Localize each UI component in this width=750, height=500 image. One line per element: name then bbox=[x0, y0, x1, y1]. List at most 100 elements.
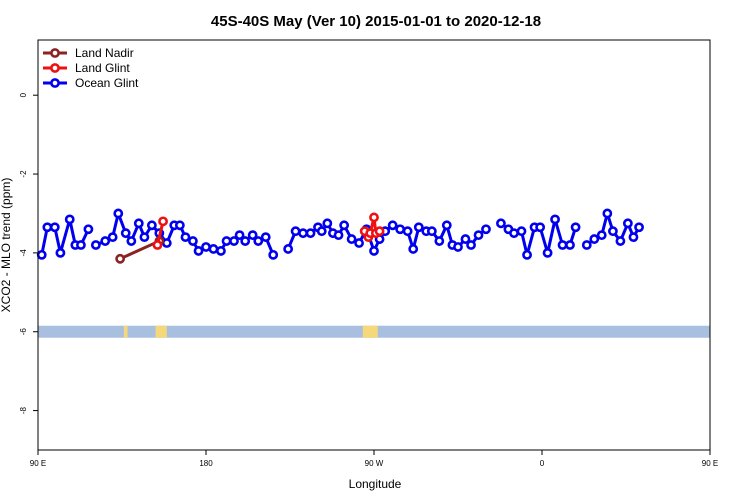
ocean-glint-point bbox=[229, 236, 239, 246]
ocean-glint-point bbox=[354, 238, 364, 248]
ocean-glint-point bbox=[481, 224, 491, 235]
land-glint-point bbox=[158, 216, 168, 227]
land-segment bbox=[362, 325, 378, 338]
ocean-glint-point bbox=[240, 236, 251, 246]
ocean-glint-point bbox=[120, 228, 131, 239]
ocean-glint-point bbox=[441, 220, 452, 231]
ocean-glint-point bbox=[369, 246, 379, 256]
land-glint-point bbox=[152, 240, 163, 250]
ocean-glint-point bbox=[161, 238, 172, 248]
land-glint-point bbox=[369, 212, 379, 223]
ocean-glint-point bbox=[55, 247, 66, 258]
ocean-glint-point bbox=[333, 230, 344, 241]
legend-label-land-nadir: Land Nadir bbox=[75, 46, 134, 60]
land-band bbox=[38, 325, 710, 338]
ocean-glint-point bbox=[346, 234, 357, 244]
ocean-glint-point bbox=[634, 222, 644, 233]
ocean-glint-point bbox=[615, 236, 626, 246]
ocean-glint-point bbox=[535, 222, 546, 233]
series-layer bbox=[36, 208, 644, 264]
ocean-glint-point bbox=[139, 232, 150, 243]
ocean-glint-point bbox=[434, 236, 445, 246]
ocean-glint-point bbox=[193, 246, 204, 256]
land-segment bbox=[155, 325, 167, 338]
ocean-glint-point bbox=[408, 244, 419, 254]
legend-marker-land-glint bbox=[50, 63, 60, 73]
y-tick-label: 0 bbox=[19, 92, 28, 97]
ocean-glint-point bbox=[146, 220, 157, 231]
ocean-glint-point bbox=[570, 222, 581, 233]
legend-label-ocean-glint: Ocean Glint bbox=[75, 76, 139, 90]
ocean-glint-point bbox=[234, 230, 245, 241]
ocean-glint-point bbox=[466, 240, 476, 250]
ocean-glint-point bbox=[107, 232, 118, 243]
ocean-glint-point bbox=[339, 220, 350, 231]
x-tick-label: 90 E bbox=[702, 459, 718, 468]
ocean-glint-point bbox=[100, 236, 111, 246]
legend-marker-land-nadir bbox=[50, 48, 60, 58]
ocean-glint-point bbox=[596, 230, 607, 241]
x-tick-label: 180 bbox=[199, 459, 213, 468]
ocean-glint-point bbox=[426, 226, 437, 237]
ocean-glint-point bbox=[316, 226, 327, 237]
ocean-glint-point bbox=[581, 240, 592, 250]
ocean-glint-point bbox=[557, 240, 568, 250]
x-axis-label: Longitude bbox=[349, 477, 402, 491]
legend-marker-ocean-glint bbox=[50, 78, 60, 88]
ocean-glint-point bbox=[628, 232, 639, 243]
ocean-glint-point bbox=[608, 226, 618, 237]
ocean-glint-point bbox=[542, 247, 553, 258]
ocean-glint-point bbox=[36, 249, 47, 260]
ocean-glint-point bbox=[221, 236, 232, 246]
ocean-glint-point bbox=[253, 236, 264, 246]
ocean-glint-point bbox=[83, 224, 94, 235]
x-tick-label: 90 W bbox=[365, 459, 384, 468]
ocean-glint-point bbox=[174, 220, 185, 231]
x-tick-label: 0 bbox=[540, 459, 545, 468]
ocean-glint-point bbox=[208, 244, 219, 254]
ocean-glint-point bbox=[589, 234, 600, 244]
ocean-glint-point bbox=[268, 249, 279, 260]
ocean-glint-point bbox=[453, 242, 463, 252]
ocean-glint-point bbox=[298, 228, 308, 239]
land-nadir-point bbox=[115, 253, 126, 264]
ocean-glint-point bbox=[283, 244, 294, 254]
ocean-glint-point bbox=[622, 218, 633, 229]
ocean-glint-point bbox=[460, 234, 471, 244]
y-tick-label: -4 bbox=[19, 249, 28, 257]
ocean-glint-point bbox=[395, 224, 406, 235]
land-glint-point bbox=[374, 226, 385, 237]
y-tick-label: -2 bbox=[19, 170, 28, 178]
ocean-glint-point bbox=[602, 208, 613, 219]
y-axis: 0 -2 -4 -6 -8 bbox=[19, 92, 38, 414]
y-axis-label: XCO2 - MLO trend (ppm) bbox=[0, 178, 13, 313]
chart-title: 45S-40S May (Ver 10) 2015-01-01 to 2020-… bbox=[211, 13, 541, 30]
plot-frame bbox=[37, 39, 711, 451]
ocean-glint-point bbox=[550, 214, 560, 225]
land-segment bbox=[123, 325, 128, 338]
ocean-glint-point bbox=[387, 220, 398, 231]
ocean-glint-point bbox=[565, 240, 575, 250]
x-axis: 90 E 180 90 W 0 90 E bbox=[30, 450, 718, 468]
ocean-glint-point bbox=[126, 236, 137, 246]
ocean-glint-point bbox=[496, 218, 506, 229]
ocean-glint-point bbox=[516, 226, 527, 237]
ocean-glint-point bbox=[90, 240, 101, 250]
y-tick-label: -8 bbox=[19, 406, 28, 414]
ocean-glint-point bbox=[290, 226, 301, 237]
ocean-glint-point bbox=[260, 232, 271, 243]
ocean-glint-point bbox=[247, 230, 258, 241]
y-tick-label: -6 bbox=[19, 328, 28, 336]
ocean-glint-point bbox=[113, 208, 124, 219]
ocean-glint-point bbox=[522, 249, 532, 260]
ocean-glint-point bbox=[305, 228, 316, 239]
ocean-glint-point bbox=[64, 214, 75, 225]
ocean-glint-point bbox=[180, 232, 191, 243]
ocean-glint-point bbox=[509, 228, 519, 239]
ocean-glint-point bbox=[402, 226, 413, 237]
ocean-glint-point bbox=[42, 222, 53, 233]
ocean-glint-point bbox=[49, 222, 60, 233]
ocean-glint-point bbox=[201, 242, 211, 252]
legend-label-land-glint: Land Glint bbox=[75, 61, 130, 75]
